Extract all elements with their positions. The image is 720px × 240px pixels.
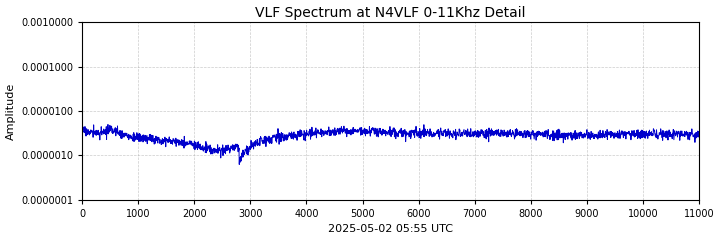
X-axis label: 2025-05-02 05:55 UTC: 2025-05-02 05:55 UTC — [328, 224, 453, 234]
Y-axis label: Amplitude: Amplitude — [6, 82, 16, 140]
Title: VLF Spectrum at N4VLF 0-11Khz Detail: VLF Spectrum at N4VLF 0-11Khz Detail — [256, 6, 526, 19]
